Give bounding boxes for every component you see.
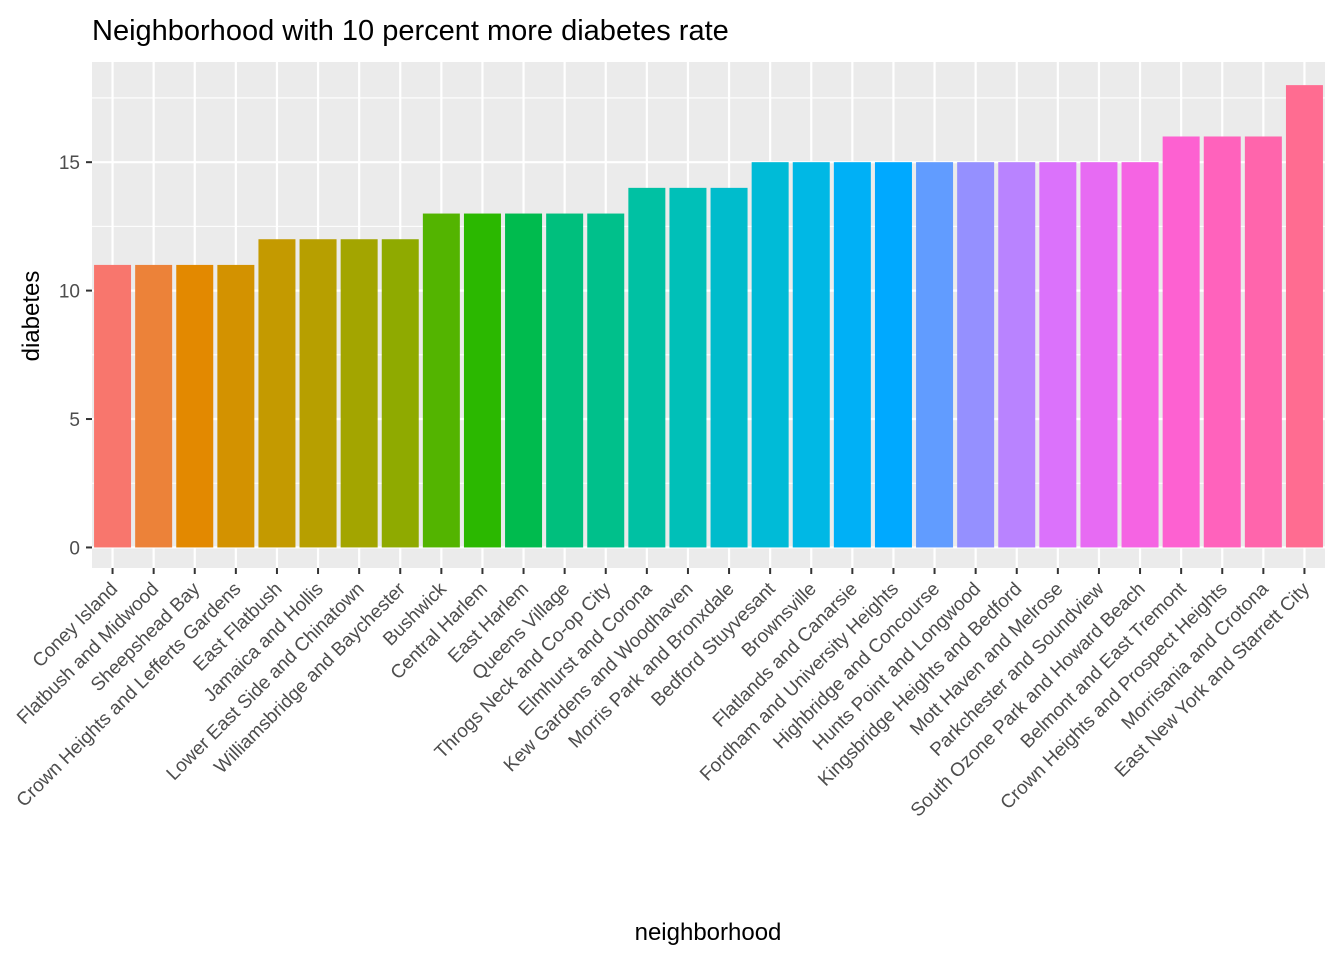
bar — [751, 162, 789, 548]
bar — [628, 187, 666, 548]
bar — [916, 162, 954, 548]
y-tick-label: 0 — [69, 538, 80, 559]
bar — [299, 239, 337, 548]
bar — [422, 213, 460, 548]
y-tick-label: 15 — [59, 153, 80, 174]
bar — [258, 239, 296, 548]
y-tick-label: 5 — [69, 410, 80, 431]
y-axis-title: diabetes — [18, 271, 45, 362]
y-tick-label: 10 — [59, 282, 80, 303]
bar — [792, 162, 830, 548]
bar — [546, 213, 584, 548]
bar — [587, 213, 625, 548]
bar — [957, 162, 995, 548]
y-axis: 0 5 10 15 — [59, 153, 92, 559]
bar — [1080, 162, 1118, 548]
bar — [381, 239, 419, 548]
bar — [1285, 85, 1323, 548]
bar — [135, 264, 173, 548]
bar — [1162, 136, 1200, 548]
bar — [217, 264, 255, 548]
bar — [1244, 136, 1282, 548]
bar — [1203, 136, 1241, 548]
bar — [176, 264, 214, 548]
bar — [710, 187, 748, 548]
bar — [463, 213, 501, 548]
bar — [340, 239, 378, 548]
bar — [833, 162, 871, 548]
bar — [1121, 162, 1159, 548]
bars — [94, 85, 1323, 548]
bar — [998, 162, 1036, 548]
chart-title: Neighborhood with 10 percent more diabet… — [92, 15, 729, 47]
bar — [1039, 162, 1077, 548]
bar — [874, 162, 912, 548]
bar — [94, 264, 132, 548]
bar — [669, 187, 707, 548]
bar — [505, 213, 543, 548]
x-axis-title: neighborhood — [635, 919, 782, 946]
